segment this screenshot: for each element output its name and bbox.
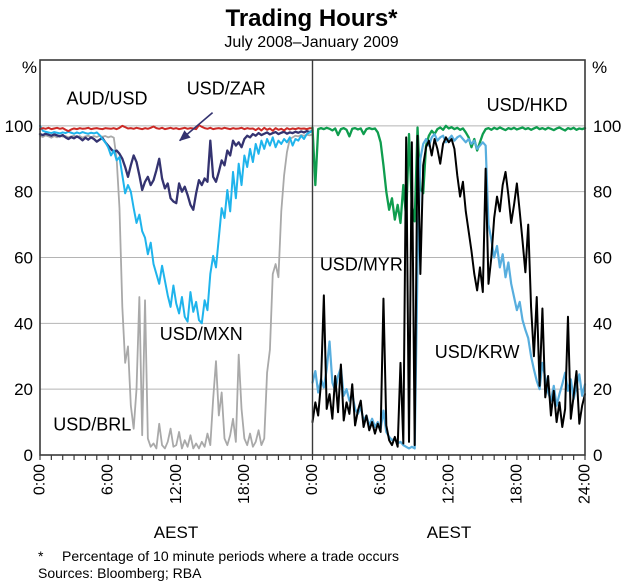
series-line-usd-hkd — [311, 124, 587, 225]
x-tick-label: 24:00 — [577, 464, 594, 504]
series-line-usd-brl — [39, 133, 314, 450]
series-label-usd-zar: USD/ZAR — [187, 79, 266, 99]
y-tick-label-left: 0 — [24, 446, 33, 465]
series-line-usd-zar — [38, 129, 314, 211]
x-tick-label: 0:00 — [32, 464, 49, 495]
y-tick-label-right: 100 — [593, 117, 621, 136]
series-line-usd-mxn — [39, 124, 314, 325]
x-axis-caption-right: AEST — [426, 523, 472, 542]
x-tick-label: 12:00 — [440, 464, 457, 504]
series-label-usd-krw: USD/KRW — [435, 342, 520, 362]
y-tick-label-left: 100 — [5, 117, 33, 136]
chart-title: Trading Hours* — [225, 5, 398, 32]
y-tick-label-right: 0 — [593, 446, 602, 465]
series-label-usd-mxn: USD/MXN — [160, 324, 243, 344]
y-tick-label-left: 80 — [14, 183, 33, 202]
y-tick-label-right: 20 — [593, 380, 612, 399]
x-tick-label: 6:00 — [100, 464, 117, 495]
y-tick-label-left: 20 — [14, 380, 33, 399]
x-tick-label: 18:00 — [236, 464, 253, 504]
zar-annotation-arrow — [179, 112, 214, 142]
x-tick-label: 6:00 — [372, 464, 389, 495]
series-label-aud-usd: AUD/USD — [66, 88, 147, 108]
series-line-aud-usd — [39, 124, 314, 133]
x-axis-caption-left: AEST — [153, 523, 199, 542]
series-label-usd-myr: USD/MYR — [320, 255, 403, 275]
sources-line: Sources: Bloomberg; RBA — [38, 565, 202, 581]
footnote-marker: * — [38, 548, 44, 564]
chart-subtitle: July 2008–January 2009 — [224, 34, 399, 51]
x-tick-label: 18:00 — [508, 464, 525, 504]
y-tick-label-right: 40 — [593, 314, 612, 333]
series-label-usd-hkd: USD/HKD — [487, 95, 568, 115]
y-tick-label-right: 60 — [593, 249, 612, 268]
y-axis-unit-left: % — [21, 58, 37, 77]
footnote-text: Percentage of 10 minute periods where a … — [62, 548, 399, 564]
series-label-usd-brl: USD/BRL — [53, 414, 131, 434]
y-tick-label-left: 60 — [14, 249, 33, 268]
series-line-usd-myr — [311, 134, 586, 448]
y-axis-unit-right: % — [592, 58, 608, 77]
y-tick-label-right: 80 — [593, 183, 612, 202]
x-tick-label: 12:00 — [168, 464, 185, 504]
y-tick-label-left: 40 — [14, 314, 33, 333]
footnote: * Percentage of 10 minute periods where … — [38, 548, 399, 564]
x-tick-label: 0:00 — [304, 464, 321, 495]
